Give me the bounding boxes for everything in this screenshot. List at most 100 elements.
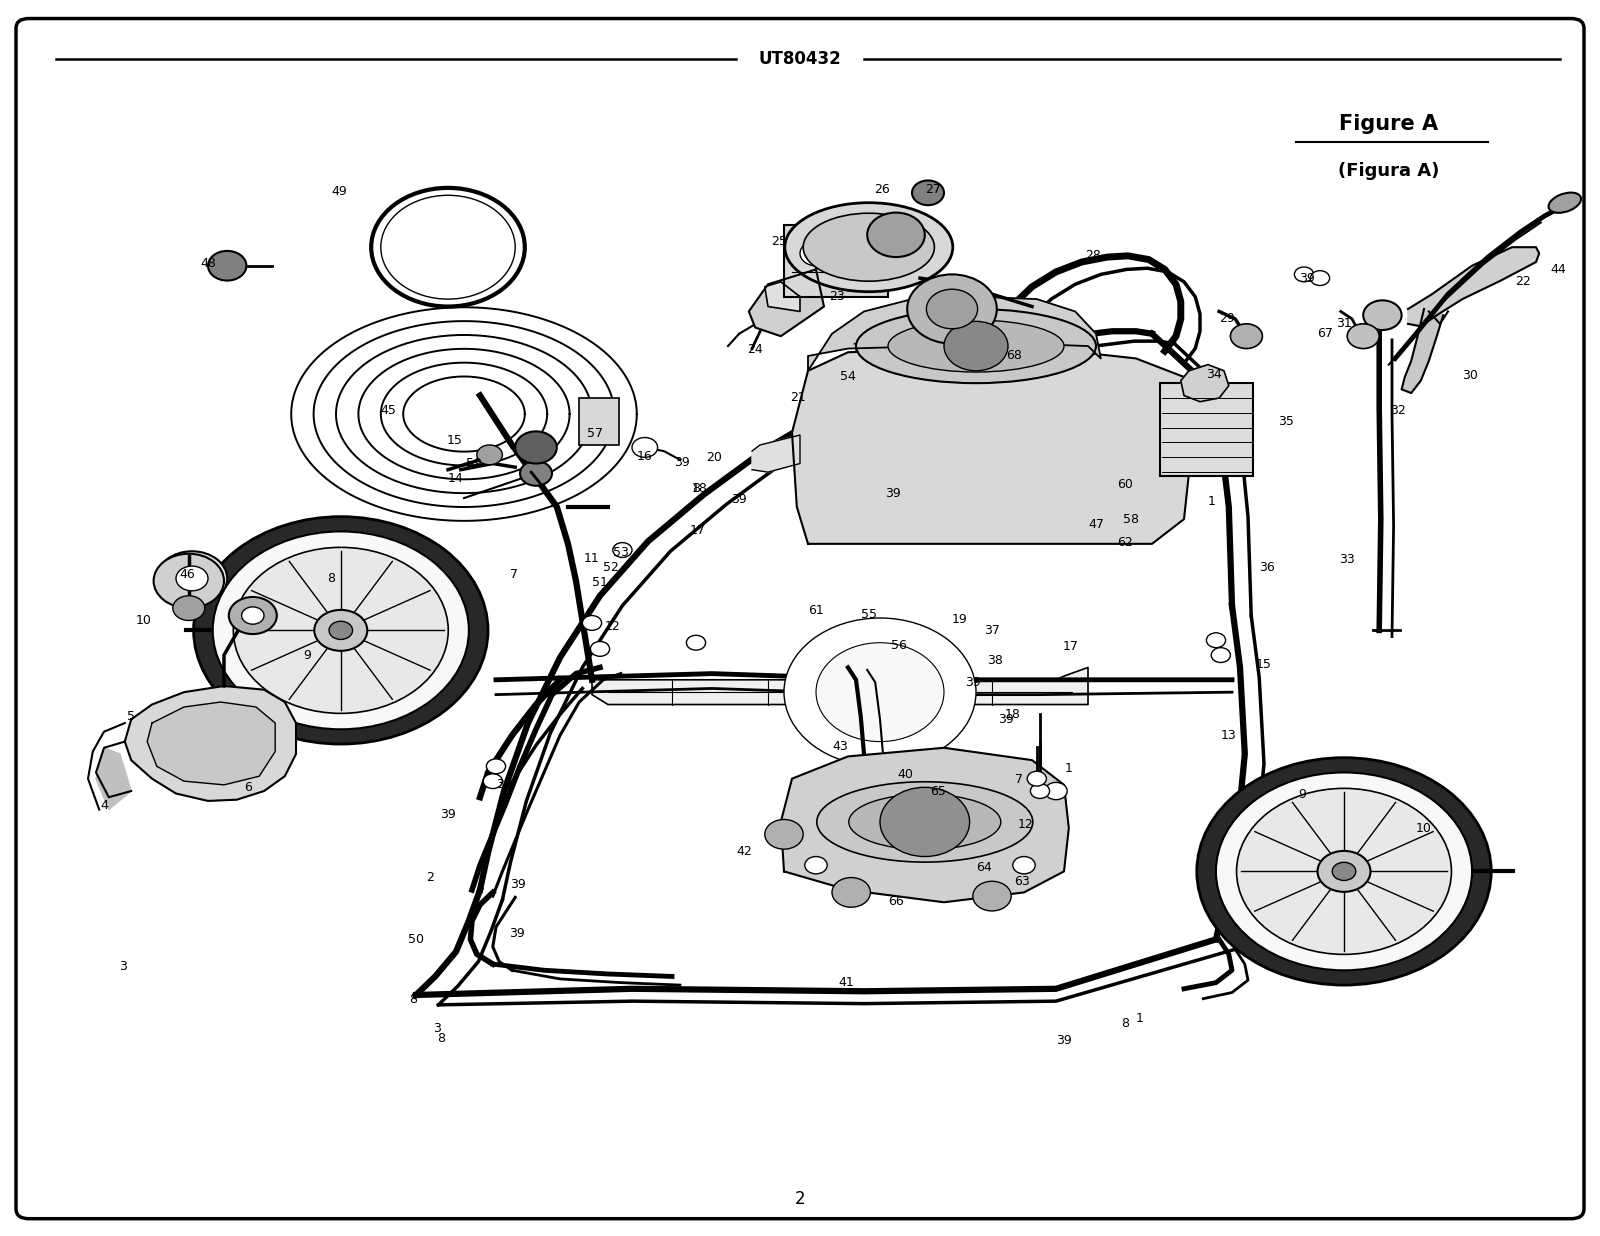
Text: 8: 8: [1120, 1017, 1130, 1030]
Circle shape: [194, 517, 488, 744]
Text: 39: 39: [1299, 272, 1315, 284]
Text: 8: 8: [691, 482, 701, 494]
Text: 24: 24: [747, 344, 763, 356]
Text: 23: 23: [829, 290, 845, 303]
Text: 39: 39: [885, 487, 901, 499]
Text: 49: 49: [331, 185, 347, 198]
Polygon shape: [1408, 247, 1539, 326]
Ellipse shape: [803, 214, 934, 282]
Text: 7: 7: [509, 569, 518, 581]
Circle shape: [1310, 271, 1330, 286]
Text: 19: 19: [952, 613, 968, 625]
Circle shape: [944, 321, 1008, 371]
Circle shape: [800, 241, 832, 266]
Text: 48: 48: [200, 257, 216, 269]
Circle shape: [1211, 648, 1230, 662]
Text: 39: 39: [965, 676, 981, 688]
Text: 21: 21: [790, 392, 806, 404]
Text: 10: 10: [1416, 822, 1432, 834]
Circle shape: [632, 438, 658, 457]
Polygon shape: [792, 346, 1192, 544]
Text: 61: 61: [808, 604, 824, 617]
Circle shape: [157, 551, 227, 606]
Ellipse shape: [786, 203, 954, 292]
Text: 42: 42: [736, 845, 752, 858]
Circle shape: [1197, 758, 1491, 985]
Circle shape: [1216, 772, 1472, 970]
Text: 34: 34: [1206, 368, 1222, 381]
Text: 39: 39: [510, 879, 526, 891]
Text: (Figura A): (Figura A): [1338, 162, 1440, 179]
Text: 9: 9: [1299, 789, 1306, 801]
Circle shape: [520, 461, 552, 486]
Circle shape: [229, 597, 277, 634]
Circle shape: [1363, 300, 1402, 330]
Polygon shape: [125, 686, 296, 801]
Circle shape: [926, 289, 978, 329]
Text: 9: 9: [304, 649, 310, 661]
Text: 16: 16: [637, 450, 653, 462]
Text: 1: 1: [1066, 763, 1072, 775]
Ellipse shape: [856, 309, 1096, 383]
Circle shape: [176, 566, 208, 591]
Text: 54: 54: [840, 371, 856, 383]
Text: 51: 51: [592, 576, 608, 588]
Text: 14: 14: [448, 472, 464, 485]
Text: 22: 22: [1515, 276, 1531, 288]
Text: 5: 5: [128, 711, 134, 723]
Circle shape: [154, 554, 224, 608]
Text: Figure A: Figure A: [1339, 114, 1438, 133]
Circle shape: [1045, 782, 1067, 800]
Polygon shape: [592, 667, 1088, 705]
Text: 47: 47: [1088, 518, 1104, 530]
Text: 12: 12: [1018, 818, 1034, 831]
Text: 10: 10: [136, 614, 152, 627]
Text: 17: 17: [690, 524, 706, 536]
Text: 18: 18: [1005, 708, 1021, 721]
Text: 45: 45: [381, 404, 397, 417]
Text: 52: 52: [603, 561, 619, 574]
Circle shape: [1347, 324, 1379, 349]
Circle shape: [765, 819, 803, 849]
Text: 20: 20: [706, 451, 722, 464]
Circle shape: [805, 857, 827, 874]
Text: 1: 1: [1208, 496, 1214, 508]
Bar: [784, 225, 888, 297]
Circle shape: [1317, 850, 1371, 892]
Polygon shape: [1402, 309, 1443, 393]
Polygon shape: [749, 269, 824, 336]
Text: 46: 46: [179, 569, 195, 581]
Text: UT80432: UT80432: [758, 51, 842, 68]
Polygon shape: [96, 748, 131, 810]
Circle shape: [234, 548, 448, 713]
Text: 65: 65: [930, 785, 946, 797]
Text: 2: 2: [427, 871, 434, 884]
Bar: [1160, 383, 1253, 476]
Circle shape: [208, 251, 246, 281]
Text: 15: 15: [1256, 659, 1272, 671]
Ellipse shape: [888, 320, 1064, 372]
Text: 8: 8: [326, 572, 336, 585]
Circle shape: [486, 759, 506, 774]
Text: 60: 60: [1117, 478, 1133, 491]
Text: 13: 13: [1221, 729, 1237, 742]
Text: 32: 32: [1390, 404, 1406, 417]
Text: 39: 39: [998, 713, 1014, 726]
Circle shape: [242, 607, 264, 624]
Circle shape: [1206, 633, 1226, 648]
Text: 50: 50: [408, 933, 424, 946]
Polygon shape: [765, 282, 800, 311]
Text: 58: 58: [1123, 513, 1139, 525]
Text: 27: 27: [925, 183, 941, 195]
Circle shape: [912, 180, 944, 205]
Circle shape: [590, 641, 610, 656]
Circle shape: [880, 787, 970, 857]
Circle shape: [867, 213, 925, 257]
Circle shape: [816, 643, 944, 742]
Circle shape: [1237, 789, 1451, 954]
Text: 39: 39: [731, 493, 747, 506]
Text: 18: 18: [691, 482, 707, 494]
Polygon shape: [781, 748, 1069, 902]
FancyBboxPatch shape: [16, 19, 1584, 1219]
Circle shape: [1333, 863, 1355, 880]
